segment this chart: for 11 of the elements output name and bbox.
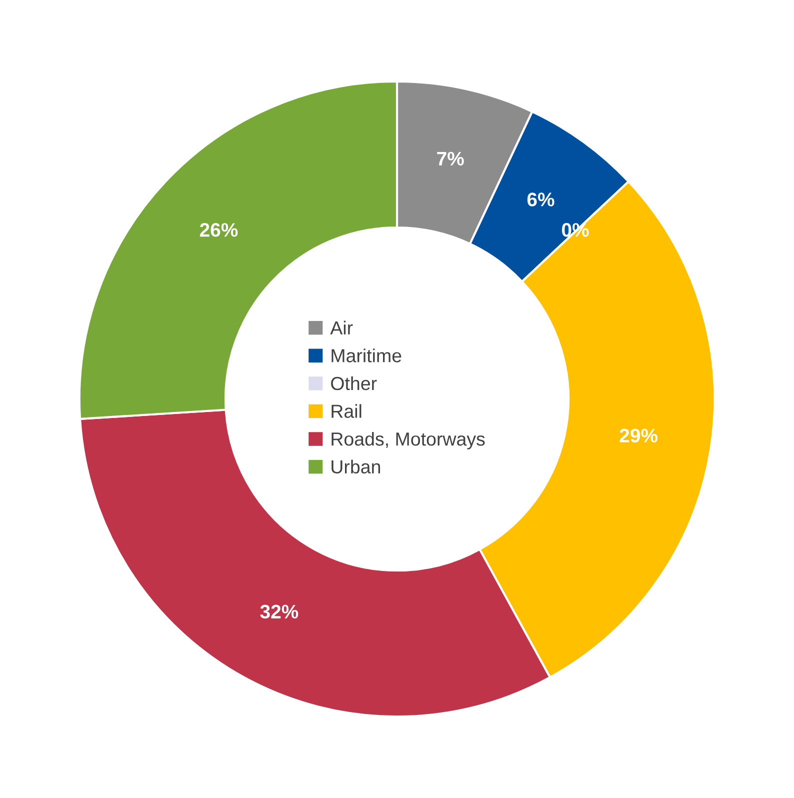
- data-label: 26%: [200, 223, 238, 237]
- data-label: 29%: [620, 428, 658, 442]
- legend-label: Maritime: [332, 348, 402, 362]
- data-label: 32%: [260, 604, 298, 619]
- data-label: 6%: [527, 192, 554, 206]
- legend-label: Other: [331, 376, 377, 390]
- legend-label: Rail: [332, 404, 362, 418]
- legend-label: Air: [330, 320, 353, 334]
- legend-label: Roads, Motorways: [332, 432, 485, 450]
- legend-label: Urban: [332, 460, 380, 474]
- data-label: 7%: [437, 152, 464, 166]
